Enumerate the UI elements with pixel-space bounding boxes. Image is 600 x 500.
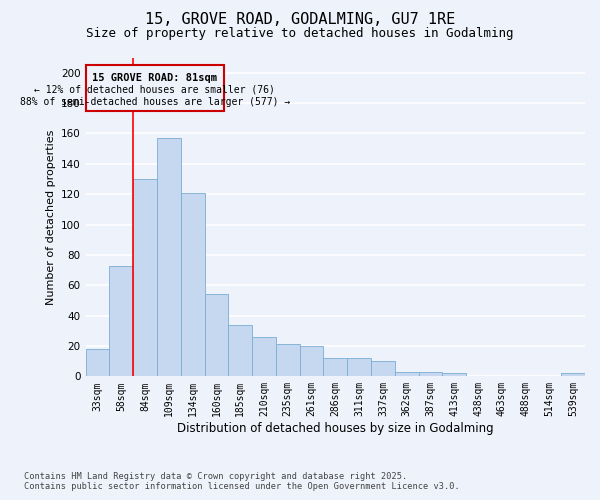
Bar — [157, 138, 181, 376]
Text: ← 12% of detached houses are smaller (76): ← 12% of detached houses are smaller (76… — [34, 85, 275, 95]
Bar — [299, 346, 323, 376]
Text: Size of property relative to detached houses in Godalming: Size of property relative to detached ho… — [86, 28, 514, 40]
Bar — [133, 179, 157, 376]
X-axis label: Distribution of detached houses by size in Godalming: Distribution of detached houses by size … — [177, 422, 494, 435]
Bar — [419, 372, 442, 376]
Bar — [371, 361, 395, 376]
Bar — [323, 358, 347, 376]
Bar — [86, 349, 109, 376]
Bar — [181, 192, 205, 376]
Text: 15 GROVE ROAD: 81sqm: 15 GROVE ROAD: 81sqm — [92, 72, 217, 83]
Bar — [109, 266, 133, 376]
Bar — [442, 374, 466, 376]
Bar — [395, 372, 419, 376]
Bar — [205, 294, 229, 376]
Bar — [252, 337, 276, 376]
Text: 15, GROVE ROAD, GODALMING, GU7 1RE: 15, GROVE ROAD, GODALMING, GU7 1RE — [145, 12, 455, 28]
Bar — [347, 358, 371, 376]
Text: Contains HM Land Registry data © Crown copyright and database right 2025.
Contai: Contains HM Land Registry data © Crown c… — [24, 472, 460, 491]
Text: 88% of semi-detached houses are larger (577) →: 88% of semi-detached houses are larger (… — [20, 97, 290, 107]
Y-axis label: Number of detached properties: Number of detached properties — [46, 129, 56, 304]
FancyBboxPatch shape — [86, 65, 224, 110]
Bar — [561, 374, 585, 376]
Bar — [276, 344, 299, 376]
Bar — [229, 324, 252, 376]
